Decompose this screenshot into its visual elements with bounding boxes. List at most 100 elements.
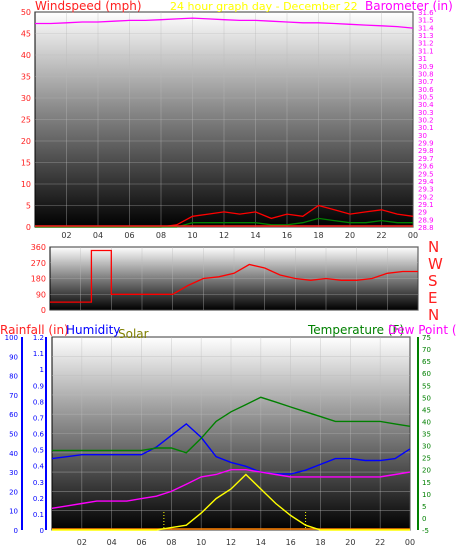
barometer-tick-label: 30.6 xyxy=(418,86,434,94)
barometer-tick-label: 29.3 xyxy=(418,186,434,194)
temperature-tick-label: 30 xyxy=(422,443,431,451)
x-tick-label: 12 xyxy=(226,538,236,547)
x-tick-label: 22 xyxy=(375,538,385,547)
solar-axis-label: Solar xyxy=(118,327,149,341)
rainfall-tick-label: 1 xyxy=(40,366,44,374)
windspeed-tick-label: 5 xyxy=(26,202,31,211)
temperature-tick-label: 45 xyxy=(422,406,431,414)
x-tick-label: 06 xyxy=(136,538,146,547)
barometer-tick-label: 30 xyxy=(418,132,427,140)
barometer-tick-label: 30.5 xyxy=(418,93,434,101)
barometer-tick-label: 29.9 xyxy=(418,140,434,148)
humidity-tick-label: 10 xyxy=(9,508,18,516)
humidity-tick-label: 70 xyxy=(9,392,18,400)
humidity-tick-label: 40 xyxy=(9,450,18,458)
rainfall-tick-label: 0.6 xyxy=(33,431,45,439)
x-tick-label: 16 xyxy=(282,231,292,240)
data-series xyxy=(35,17,418,531)
barometer-tick-label: 29.5 xyxy=(418,170,434,178)
barometer-tick-label: 30.8 xyxy=(418,70,434,78)
windspeed-tick-label: 45 xyxy=(21,30,31,39)
temperature-tick-label: 5 xyxy=(422,503,426,511)
direction-tick-label: 180 xyxy=(31,275,46,284)
x-tick-label: 18 xyxy=(315,538,325,547)
windspeed-axis-label: Windspeed (mph) xyxy=(35,0,142,13)
panel3-series-line xyxy=(51,422,411,475)
rainfall-axis-label: Rainfall (in) xyxy=(0,323,69,337)
windspeed-tick-label: 0 xyxy=(26,223,31,232)
barometer-tick-label: 31.2 xyxy=(418,40,434,48)
x-tick-label: 18 xyxy=(313,231,323,240)
barometer-tick-label: 31.3 xyxy=(418,32,434,40)
x-tick-label: 02 xyxy=(77,538,87,547)
chart-title: 24 hour graph day - December 22 xyxy=(170,0,358,13)
windspeed-tick-label: 15 xyxy=(21,159,31,168)
barometer-tick-label: 29.7 xyxy=(418,155,434,163)
compass-n-bottom: N xyxy=(428,306,439,324)
humidity-tick-label: 0 xyxy=(14,527,18,535)
temperature-tick-label: 60 xyxy=(422,370,431,378)
rainfall-tick-label: 0.9 xyxy=(33,382,44,390)
rainfall-tick-label: 0.8 xyxy=(33,398,44,406)
x-tick-label: 20 xyxy=(345,538,355,547)
barometer-tick-label: 28.9 xyxy=(418,216,434,224)
humidity-tick-label: 30 xyxy=(9,469,18,477)
barometer-tick-label: 30.9 xyxy=(418,63,434,71)
barometer-tick-label: 31.5 xyxy=(418,17,434,25)
compass-s: S xyxy=(428,272,438,290)
barometer-tick-label: 30.2 xyxy=(418,117,434,125)
barometer-tick-label: 29.1 xyxy=(418,201,434,209)
direction-tick-label: 0 xyxy=(41,306,46,315)
panel3-series-line xyxy=(52,396,411,454)
barometer-tick-label: 29.6 xyxy=(418,163,434,171)
barometer-tick-label: 31.1 xyxy=(418,47,434,55)
humidity-tick-label: 20 xyxy=(9,488,18,496)
temperature-tick-label: 65 xyxy=(422,358,431,366)
dew-point-axis-label: Dew Point (F) xyxy=(388,323,456,337)
windspeed-tick-label: 35 xyxy=(21,73,31,82)
temperature-tick-label: 0 xyxy=(422,515,426,523)
panel1-series-line xyxy=(35,217,413,228)
barometer-tick-label: 28.8 xyxy=(418,224,434,232)
x-tick-label: 04 xyxy=(107,538,117,547)
windspeed-tick-label: 50 xyxy=(21,8,31,17)
barometer-tick-label: 29.8 xyxy=(418,147,434,155)
humidity-tick-label: 50 xyxy=(9,431,18,439)
barometer-tick-label: 30.1 xyxy=(418,124,434,132)
windspeed-tick-label: 25 xyxy=(21,116,31,125)
barometer-tick-label: 31.6 xyxy=(418,9,434,17)
temperature-tick-label: 50 xyxy=(422,394,431,402)
barometer-tick-label: 29.2 xyxy=(418,193,434,201)
panel2-direction-line xyxy=(50,249,418,303)
rainfall-tick-label: 0.3 xyxy=(33,479,44,487)
x-tick-label: 14 xyxy=(250,231,260,240)
temperature-tick-label: 35 xyxy=(422,431,431,439)
temperature-tick-label: 75 xyxy=(422,334,431,342)
compass-e: E xyxy=(428,289,437,307)
x-tick-label: 22 xyxy=(376,231,386,240)
humidity-tick-label: 80 xyxy=(9,373,18,381)
direction-tick-label: 360 xyxy=(31,243,46,252)
x-tick-label: 10 xyxy=(187,231,197,240)
direction-tick-label: 90 xyxy=(36,290,46,299)
humidity-axis-label: Humidity xyxy=(66,323,120,337)
compass-w: W xyxy=(428,255,443,273)
humidity-tick-label: 100 xyxy=(5,334,18,342)
barometer-tick-label: 29 xyxy=(418,209,427,217)
rainfall-tick-label: 1.2 xyxy=(33,334,44,342)
temperature-tick-label: 10 xyxy=(422,491,431,499)
rainfall-tick-label: 0.4 xyxy=(33,463,45,471)
compass-n-top: N xyxy=(428,238,439,256)
humidity-tick-label: 60 xyxy=(9,411,18,419)
temperature-tick-label: 15 xyxy=(422,479,431,487)
x-tick-label: 00 xyxy=(408,231,418,240)
temperature-tick-label: -5 xyxy=(422,527,429,535)
windspeed-tick-label: 40 xyxy=(21,51,31,60)
barometer-tick-label: 29.4 xyxy=(418,178,434,186)
panel3-series-line xyxy=(52,473,410,531)
rainfall-tick-label: 0.2 xyxy=(33,495,44,503)
x-tick-label: 00 xyxy=(405,538,415,547)
barometer-tick-label: 30.3 xyxy=(418,109,434,117)
